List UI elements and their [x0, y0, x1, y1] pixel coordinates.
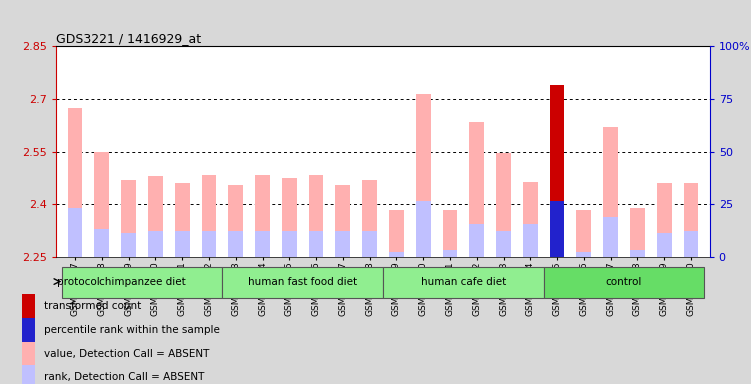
Text: value, Detection Call = ABSENT: value, Detection Call = ABSENT	[44, 349, 210, 359]
Bar	[121, 233, 136, 257]
Text: GDS3221 / 1416929_at: GDS3221 / 1416929_at	[56, 32, 201, 45]
Bar	[282, 178, 297, 257]
Bar	[95, 152, 109, 257]
Bar	[442, 250, 457, 257]
Bar	[95, 229, 109, 257]
Bar	[577, 252, 591, 257]
Bar	[309, 175, 324, 257]
Bar	[630, 250, 645, 257]
Bar	[255, 231, 270, 257]
Bar	[362, 180, 377, 257]
Bar	[23, 342, 35, 366]
Text: control: control	[606, 277, 642, 287]
Bar	[23, 366, 35, 384]
Text: rank, Detection Call = ABSENT: rank, Detection Call = ABSENT	[44, 372, 205, 382]
Text: protocol: protocol	[57, 276, 100, 286]
Bar	[389, 252, 404, 257]
Bar	[201, 231, 216, 257]
Bar	[630, 208, 645, 257]
Bar	[416, 201, 430, 257]
Bar	[362, 231, 377, 257]
Bar	[175, 231, 189, 257]
Bar	[201, 175, 216, 257]
Bar	[577, 210, 591, 257]
Bar	[68, 208, 83, 257]
Bar	[148, 231, 163, 257]
Bar	[68, 108, 83, 257]
Bar	[603, 127, 618, 257]
Bar	[389, 210, 404, 257]
Bar	[469, 224, 484, 257]
Bar	[336, 185, 350, 257]
Bar	[683, 184, 698, 257]
Bar	[496, 154, 511, 257]
Bar	[23, 318, 35, 342]
Bar	[550, 201, 565, 257]
Text: human cafe diet: human cafe diet	[421, 277, 506, 287]
Bar	[469, 122, 484, 257]
Bar	[603, 217, 618, 257]
Bar	[148, 176, 163, 257]
Bar	[228, 231, 243, 257]
Bar	[336, 231, 350, 257]
Bar	[442, 210, 457, 257]
Bar	[309, 231, 324, 257]
Bar	[523, 224, 538, 257]
Bar	[255, 175, 270, 257]
Bar	[62, 267, 222, 298]
Bar	[282, 231, 297, 257]
Bar	[657, 233, 671, 257]
Text: transformed count: transformed count	[44, 301, 141, 311]
Bar	[23, 295, 35, 318]
Bar	[683, 231, 698, 257]
Bar	[416, 94, 430, 257]
Bar	[228, 185, 243, 257]
Bar	[657, 184, 671, 257]
Bar	[383, 267, 544, 298]
Bar	[550, 85, 565, 257]
Bar	[523, 182, 538, 257]
Bar	[175, 184, 189, 257]
Text: human fast food diet: human fast food diet	[248, 277, 357, 287]
Bar	[121, 180, 136, 257]
Bar	[222, 267, 383, 298]
Text: percentile rank within the sample: percentile rank within the sample	[44, 325, 220, 335]
Bar	[544, 267, 704, 298]
Text: chimpanzee diet: chimpanzee diet	[98, 277, 185, 287]
Bar	[496, 231, 511, 257]
